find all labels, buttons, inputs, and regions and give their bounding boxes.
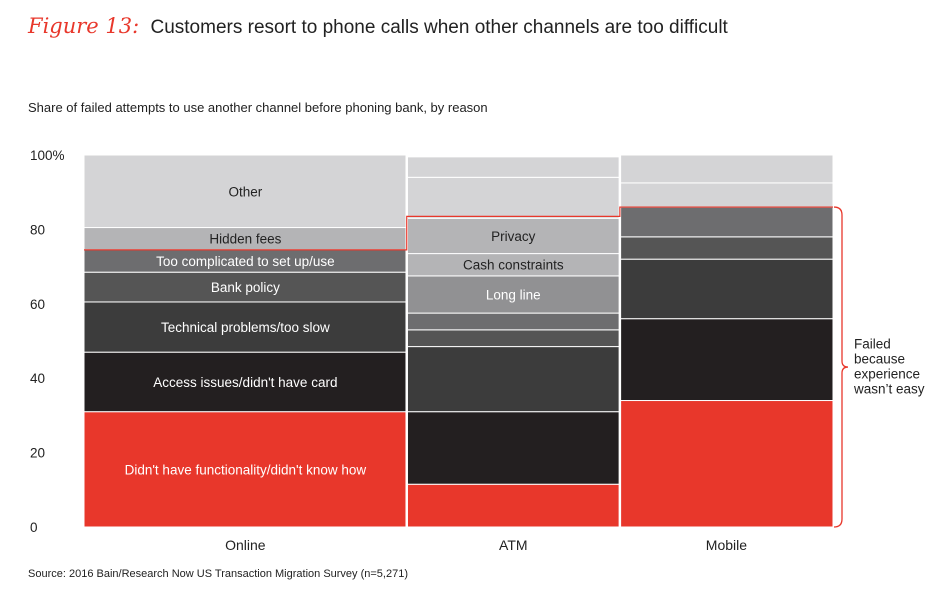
y-tick-label: 40	[30, 371, 45, 386]
bar-segment	[406, 312, 621, 331]
bar-segment	[406, 411, 621, 485]
annotation-text: wasn’t easy	[853, 382, 925, 397]
bar-segment	[83, 301, 408, 353]
bar-segment	[406, 329, 621, 348]
bar-segment	[406, 483, 621, 528]
segment-label: Bank policy	[211, 280, 280, 295]
failed-threshold-line	[84, 206, 833, 251]
bar-segment	[619, 182, 834, 208]
bar-segment	[83, 154, 408, 229]
segment-label: Access issues/didn't have card	[153, 375, 337, 390]
bar-segment	[406, 176, 621, 219]
segment-label: Privacy	[491, 229, 536, 244]
y-tick-label: 60	[30, 297, 45, 312]
bar-segment	[619, 258, 834, 320]
chart-subtitle: Share of failed attempts to use another …	[28, 100, 488, 115]
annotation-text: because	[854, 352, 905, 367]
annotation-text: Failed	[854, 337, 891, 352]
source-note: Source: 2016 Bain/Research Now US Transa…	[28, 568, 408, 580]
category-label: Mobile	[706, 537, 747, 553]
figure-label: Figure 13:	[28, 14, 140, 38]
bar-segment	[619, 400, 834, 528]
segment-label: Technical problems/too slow	[161, 320, 330, 335]
category-label: Online	[225, 537, 266, 553]
y-tick-label: 20	[30, 446, 45, 461]
bar-segment	[83, 351, 408, 413]
segment-label: Cash constraints	[463, 258, 564, 273]
category-label: ATM	[499, 537, 528, 553]
bar-segment	[619, 154, 834, 184]
bar-segment	[406, 156, 621, 178]
bar-segment	[619, 236, 834, 260]
y-tick-label: 100%	[30, 148, 65, 163]
bar-segment	[619, 206, 834, 238]
bar-segment	[619, 318, 834, 402]
bar-segment	[83, 411, 408, 528]
figure-title: Figure 13: Customers resort to phone cal…	[28, 14, 728, 39]
segment-label: Didn't have functionality/didn't know ho…	[125, 462, 367, 477]
segment-label: Long line	[486, 288, 541, 303]
bar-segment	[406, 346, 621, 413]
figure-title-text: Customers resort to phone calls when oth…	[150, 17, 728, 38]
annotation-bracket	[833, 206, 849, 528]
y-tick-label: 0	[30, 520, 38, 535]
segment-label: Other	[228, 184, 262, 199]
y-tick-label: 80	[30, 222, 45, 237]
annotation-text: experience	[854, 367, 920, 382]
segment-label: Hidden fees	[209, 232, 281, 247]
segment-label: Too complicated to set up/use	[156, 254, 335, 269]
